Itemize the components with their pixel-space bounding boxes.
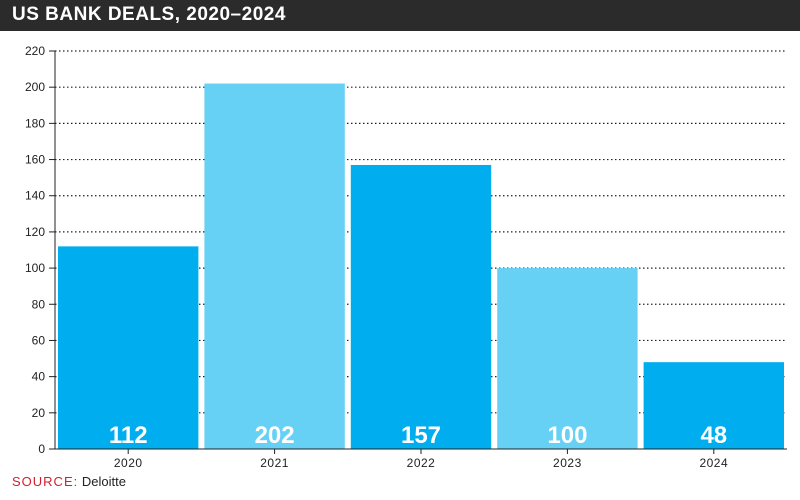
x-tick-label: 2024 (699, 456, 728, 470)
y-tick-label: 220 (25, 44, 45, 58)
data-label-2020: 112 (109, 422, 148, 449)
data-label-2024: 48 (700, 422, 727, 449)
source-note: SOURCE: Deloitte (12, 474, 126, 489)
y-tick-label: 140 (25, 189, 45, 203)
x-tick-label: 2023 (553, 456, 582, 470)
y-tick-label: 160 (25, 153, 45, 167)
x-tick-label: THROUGH 5/24 (667, 469, 760, 471)
y-axis-ticks: 0 20 40 60 80 100 120 140 160 180 200 220 (25, 44, 55, 456)
bar-2023 (497, 268, 638, 449)
source-value: Deloitte (81, 474, 126, 489)
x-tick-label: 2021 (260, 456, 289, 470)
bar-2020 (58, 246, 199, 449)
data-labels: 112 202 157 100 48 (109, 422, 727, 449)
title-bar: US BANK DEALS, 2020–2024 (0, 0, 800, 31)
y-tick-label: 60 (32, 333, 46, 347)
chart-title: US BANK DEALS, 2020–2024 (12, 4, 286, 25)
y-tick-label: 180 (25, 116, 45, 130)
bar-2024 (643, 362, 784, 449)
data-label-2023: 100 (547, 422, 587, 449)
source-label: SOURCE: (12, 474, 79, 489)
bar-2022 (350, 164, 492, 450)
y-tick-label: 120 (25, 225, 45, 239)
x-tick-label: 2022 (407, 456, 436, 470)
y-tick-label: 100 (25, 261, 45, 275)
y-tick-label: 80 (32, 297, 46, 311)
bar-2021 (204, 83, 345, 450)
data-label-2022: 157 (401, 422, 441, 449)
y-tick-label: 20 (32, 406, 46, 420)
x-tick-label: 2020 (114, 456, 143, 470)
bars (58, 83, 784, 450)
y-tick-label: 200 (25, 80, 45, 94)
y-tick-label: 0 (38, 442, 45, 456)
y-tick-label: 40 (32, 370, 46, 384)
x-axis-ticks: 2020 2021 2022 2023 2024THROUGH 5/24 (55, 448, 787, 471)
data-label-2021: 202 (255, 422, 295, 449)
bar-chart: 0 20 40 60 80 100 120 140 160 180 200 220 112 202 157… (25, 44, 787, 471)
